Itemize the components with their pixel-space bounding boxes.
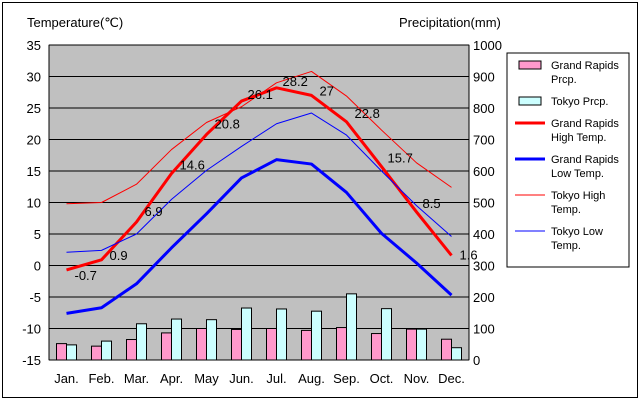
x-tick-label: Oct. xyxy=(370,371,394,386)
legend-label: Low Temp. xyxy=(551,168,604,180)
legend-label: Tokyo Prcp. xyxy=(551,96,608,108)
left-tick-label: 30 xyxy=(27,70,41,85)
x-tick-label: Aug. xyxy=(298,371,325,386)
x-tick-label: Nov. xyxy=(404,371,430,386)
x-tick-label: Apr. xyxy=(160,371,183,386)
bar-tokyo-prcp xyxy=(381,308,392,361)
legend-swatch xyxy=(518,96,542,106)
data-label: 0.9 xyxy=(110,248,128,263)
data-label: 20.8 xyxy=(215,116,240,131)
legend-label: Grand Rapids xyxy=(551,154,619,166)
x-tick-label: May xyxy=(194,371,219,386)
legend-label: Grand Rapids xyxy=(551,118,619,130)
bar-grand-rapids-prcp xyxy=(371,333,382,361)
right-tick-label: 800 xyxy=(473,101,495,116)
x-tick-label: Jan. xyxy=(54,371,79,386)
x-tick-label: Dec. xyxy=(438,371,465,386)
grand-rapids-low-temp-line xyxy=(66,158,453,315)
data-label: 14.6 xyxy=(180,158,205,173)
data-label: 26.1 xyxy=(248,87,273,102)
data-label: 15.7 xyxy=(388,151,413,166)
right-tick-label: 400 xyxy=(473,227,495,242)
tokyo-low-temp-line xyxy=(66,112,452,253)
right-tick-label: 500 xyxy=(473,196,495,211)
bar-grand-rapids-prcp xyxy=(266,328,277,361)
bar-tokyo-prcp xyxy=(206,319,217,361)
bar-grand-rapids-prcp xyxy=(406,328,417,361)
temperature-lines xyxy=(66,70,453,315)
left-tick-label: -10 xyxy=(22,322,41,337)
bar-grand-rapids-prcp xyxy=(231,328,242,361)
data-label: 8.5 xyxy=(423,196,441,211)
data-label: 6.9 xyxy=(145,204,163,219)
left-tick-label: 20 xyxy=(27,133,41,148)
data-labels: -0.70.96.914.620.826.128.22722.815.78.51… xyxy=(75,74,478,283)
data-label: 28.2 xyxy=(283,74,308,89)
legend-label: Tokyo High xyxy=(551,190,605,202)
right-axis-title: Precipitation(mm) xyxy=(399,15,501,30)
left-tick-label: -5 xyxy=(29,290,41,305)
right-tick-label: 600 xyxy=(473,164,495,179)
legend-label: Temp. xyxy=(551,240,581,252)
bar-tokyo-prcp xyxy=(276,308,287,361)
right-tick-label: 300 xyxy=(473,259,495,274)
left-tick-label: 10 xyxy=(27,196,41,211)
legend-label: Tokyo Low xyxy=(551,226,603,238)
chart-canvas: -0.7 0.9 6.9 14.6 20.8 26.1 28.2 27 22.8 15.7 8.5 1… xyxy=(22,15,630,386)
right-tick-label: 700 xyxy=(473,133,495,148)
legend-label: Grand Rapids xyxy=(551,60,619,72)
data-label: -0.7 xyxy=(75,268,97,283)
left-tick-label: 0 xyxy=(34,259,41,274)
bar-tokyo-prcp xyxy=(346,293,357,361)
left-tick-label: 15 xyxy=(27,164,41,179)
bar-tokyo-prcp xyxy=(451,347,462,361)
bar-grand-rapids-prcp xyxy=(126,339,137,361)
x-tick-label: Jul. xyxy=(266,371,286,386)
bar-grand-rapids-prcp xyxy=(196,328,207,361)
data-label: 27 xyxy=(320,83,334,98)
right-tick-label: 100 xyxy=(473,322,495,337)
x-tick-label: Jun. xyxy=(229,371,254,386)
bar-tokyo-prcp xyxy=(136,323,147,361)
legend: Grand Rapids Prcp. Tokyo Prcp. Grand Rapids… xyxy=(506,52,630,268)
bar-grand-rapids-prcp xyxy=(336,327,347,361)
bar-tokyo-prcp xyxy=(416,328,427,361)
bar-tokyo-prcp xyxy=(171,318,182,361)
left-axis-title: Temperature(℃) xyxy=(27,15,123,30)
right-tick-label: 1000 xyxy=(473,38,502,53)
legend-label: Prcp. xyxy=(551,74,577,86)
axes: 35302520151050-5-10-15100090080070060050… xyxy=(22,38,502,386)
bar-tokyo-prcp xyxy=(241,307,252,361)
bar-tokyo-prcp xyxy=(101,340,112,361)
tokyo-high-temp-line xyxy=(66,70,452,205)
bar-grand-rapids-prcp xyxy=(301,329,312,361)
right-tick-label: 200 xyxy=(473,290,495,305)
bar-grand-rapids-prcp xyxy=(91,345,102,361)
left-tick-label: -15 xyxy=(22,353,41,368)
legend-label: High Temp. xyxy=(551,132,606,144)
left-tick-label: 35 xyxy=(27,38,41,53)
data-label: 22.8 xyxy=(355,106,380,121)
bar-tokyo-prcp xyxy=(66,344,77,361)
x-tick-label: Feb. xyxy=(88,371,114,386)
bar-tokyo-prcp xyxy=(311,310,322,361)
right-tick-label: 900 xyxy=(473,70,495,85)
bar-grand-rapids-prcp xyxy=(161,332,172,361)
x-tick-label: Mar. xyxy=(124,371,149,386)
bar-grand-rapids-prcp xyxy=(441,338,452,361)
left-tick-label: 5 xyxy=(34,227,41,242)
legend-swatch xyxy=(518,60,542,70)
precipitation-bars xyxy=(56,293,462,361)
right-tick-label: 0 xyxy=(473,353,480,368)
bar-grand-rapids-prcp xyxy=(56,343,67,361)
left-tick-label: 25 xyxy=(27,101,41,116)
legend-label: Temp. xyxy=(551,204,581,216)
x-tick-label: Sep. xyxy=(333,371,360,386)
